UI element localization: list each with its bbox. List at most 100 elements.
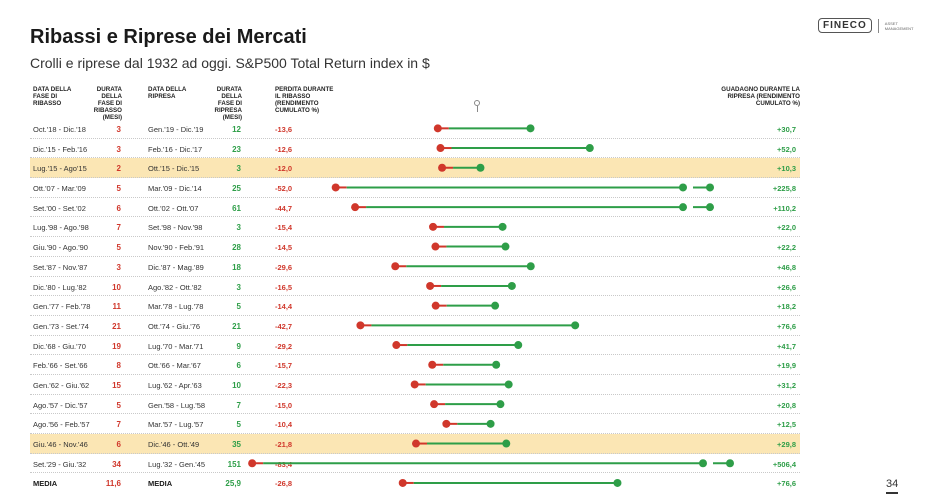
- data-ribasso-cell: Dic.'15 - Feb.'16: [33, 144, 88, 154]
- table-row: Set.'87 - Nov.'87 3 Dic.'87 - Mag.'89 18 -29…: [30, 257, 800, 277]
- durata-ribasso-cell: 7: [116, 420, 121, 430]
- media-row: MEDIA 11,6 MEDIA 25,9 -26,8 +76,6: [30, 473, 800, 493]
- durata-ribasso-cell: 5: [116, 243, 121, 253]
- durata-ripresa-cell: 18: [232, 262, 241, 272]
- data-ripresa-cell: Gen.'58 - Lug.'58: [148, 400, 206, 410]
- durata-ripresa-cell: 151: [227, 459, 241, 469]
- data-ripresa-cell: Ott.'02 - Ott.'07: [148, 203, 199, 213]
- table-body: Oct.'18 - Dic.'18 3 Gen.'19 - Dic.'19 12 -13…: [30, 119, 800, 493]
- durata-ripresa-cell: 23: [232, 144, 241, 154]
- durata-ripresa-cell: 25: [232, 184, 241, 194]
- perdita-cell: -21,8: [275, 440, 293, 449]
- durata-ripresa-cell: 3: [236, 282, 241, 292]
- guadagno-cell: +18,2: [777, 302, 796, 312]
- data-ribasso-cell: Ott.'07 - Mar.'09: [33, 184, 86, 194]
- durata-ribasso-cell: 21: [112, 321, 121, 331]
- logo-brand: FINECO: [818, 18, 872, 33]
- data-ribasso-cell: Gen.'73 - Set.'74: [33, 321, 89, 331]
- guadagno-cell: +22,0: [777, 223, 796, 233]
- data-ribasso-cell: Feb.'66 - Set.'66: [33, 361, 88, 371]
- logo-subtitle: ASSET MANAGEMENT: [884, 20, 914, 31]
- durata-ribasso-cell: 6: [116, 203, 121, 213]
- guadagno-cell: +41,7: [777, 341, 796, 351]
- table-row: Lug.'98 - Ago.'98 7 Set.'98 - Nov.'98 3 -15,…: [30, 217, 800, 238]
- table-row: Oct.'18 - Dic.'18 3 Gen.'19 - Dic.'19 12 -13…: [30, 119, 800, 139]
- media-durata-ripresa: 25,9: [225, 479, 241, 489]
- durata-ribasso-cell: 34: [112, 459, 121, 469]
- data-ribasso-cell: Oct.'18 - Dic.'18: [33, 125, 86, 134]
- table-row: Feb.'66 - Set.'66 8 Ott.'66 - Mar.'67 6 -15,…: [30, 355, 800, 375]
- perdita-cell: -10,4: [275, 420, 293, 430]
- table-row: Ago.'56 - Feb.'57 7 Mar.'57 - Lug.'57 5 -10,…: [30, 414, 800, 434]
- durata-ribasso-cell: 6: [116, 440, 121, 449]
- durata-ripresa-cell: 5: [236, 302, 241, 312]
- data-ripresa-cell: Ott.'66 - Mar.'67: [148, 361, 201, 371]
- data-ribasso-cell: Ago.'57 - Dic.'57: [33, 400, 88, 410]
- durata-ribasso-cell: 7: [116, 223, 121, 233]
- data-ripresa-cell: Lug.'70 - Mar.'71: [148, 341, 204, 351]
- perdita-cell: -14,4: [275, 302, 293, 312]
- media-label-ripresa: MEDIA: [148, 479, 173, 489]
- guadagno-cell: +20,8: [777, 400, 796, 410]
- perdita-cell: -44,7: [275, 203, 293, 213]
- page-title: Ribassi e Riprese dei Mercati: [30, 26, 307, 48]
- data-ripresa-cell: Feb.'16 - Dic.'17: [148, 144, 203, 154]
- durata-ripresa-cell: 7: [236, 400, 241, 410]
- perdita-cell: -29,6: [275, 262, 293, 272]
- durata-ribasso-cell: 8: [116, 361, 121, 371]
- data-ripresa-cell: Mar.'78 - Lug.'78: [148, 302, 204, 312]
- guadagno-cell: +31,2: [777, 380, 796, 390]
- guadagno-cell: +506,4: [772, 459, 796, 469]
- pin-icon: [474, 100, 480, 112]
- table-row: Set.'00 - Set.'02 6 Ott.'02 - Ott.'07 61 -44…: [30, 198, 800, 218]
- guadagno-cell: +26,6: [777, 282, 796, 292]
- perdita-cell: -15,4: [275, 223, 293, 233]
- perdita-cell: -42,7: [275, 321, 293, 331]
- page-number: 34: [886, 478, 899, 490]
- perdita-cell: -14,5: [275, 243, 293, 253]
- data-ripresa-cell: Lug.'32 - Gen.'45: [148, 459, 206, 469]
- media-perdita: -26,8: [275, 479, 293, 489]
- data-ribasso-cell: Dic.'80 - Lug.'82: [33, 282, 87, 292]
- durata-ribasso-cell: 3: [116, 262, 121, 272]
- guadagno-cell: +76,6: [777, 321, 796, 331]
- table-row: Ott.'07 - Mar.'09 5 Mar.'09 - Dic.'14 25 -52…: [30, 178, 800, 198]
- durata-ripresa-cell: 12: [232, 125, 241, 134]
- durata-ribasso-cell: 11: [112, 302, 121, 312]
- header-durata-ripresa: DURATA DELLA FASE DI RIPRESA (mesi): [214, 86, 242, 121]
- durata-ribasso-cell: 3: [116, 125, 121, 134]
- data-ribasso-cell: Dic.'68 - Giu.'70: [33, 341, 86, 351]
- data-ribasso-cell: Lug.'98 - Ago.'98: [33, 223, 89, 233]
- durata-ribasso-cell: 10: [112, 282, 121, 292]
- durata-ribasso-cell: 3: [116, 144, 121, 154]
- table-row: Dic.'68 - Giu.'70 19 Lug.'70 - Mar.'71 9 -29…: [30, 336, 800, 356]
- perdita-cell: -83,4: [275, 459, 293, 469]
- page-number-underline: [886, 492, 898, 494]
- data-ribasso-cell: Set.'87 - Nov.'87: [33, 262, 88, 272]
- durata-ripresa-cell: 61: [232, 203, 241, 213]
- durata-ribasso-cell: 5: [116, 184, 121, 194]
- guadagno-cell: +29,8: [777, 440, 796, 449]
- fineco-logo: FINECO ASSET MANAGEMENT: [818, 18, 925, 33]
- data-ribasso-cell: Giu.'46 - Nov.'46: [33, 440, 88, 449]
- perdita-cell: -12,6: [275, 144, 293, 154]
- guadagno-cell: +30,7: [777, 125, 796, 134]
- data-ripresa-cell: Mar.'57 - Lug.'57: [148, 420, 204, 430]
- perdita-cell: -13,6: [275, 125, 293, 134]
- data-ribasso-cell: Giu.'90 - Ago.'90: [33, 243, 88, 253]
- perdita-cell: -52,0: [275, 184, 293, 194]
- guadagno-cell: +110,2: [773, 203, 796, 213]
- table-row: Gen.'62 - Giu.'62 15 Lug.'62 - Apr.'63 10 -2…: [30, 375, 800, 395]
- perdita-cell: -15,0: [275, 400, 293, 410]
- table-row: Giu.'46 - Nov.'46 6 Dic.'46 - Ott.'49 35 -21…: [30, 434, 800, 454]
- header-perdita: PERDITA DURANTE IL RIBASSO (rendimento c…: [275, 86, 334, 114]
- durata-ripresa-cell: 35: [232, 440, 241, 449]
- guadagno-cell: +52,0: [777, 144, 796, 154]
- perdita-cell: -12,0: [275, 164, 293, 174]
- table-row: Dic.'80 - Lug.'82 10 Ago.'82 - Ott.'82 3 -16…: [30, 277, 800, 297]
- durata-ripresa-cell: 3: [236, 223, 241, 233]
- data-ripresa-cell: Dic.'87 - Mag.'89: [148, 262, 204, 272]
- header-data-ripresa: DATA DELLA RIPRESA: [148, 86, 187, 100]
- header-data-ribasso: DATA DELLA FASE DI RIBASSO: [33, 86, 72, 107]
- data-ripresa-cell: Ott.'74 - Giu.'76: [148, 321, 201, 331]
